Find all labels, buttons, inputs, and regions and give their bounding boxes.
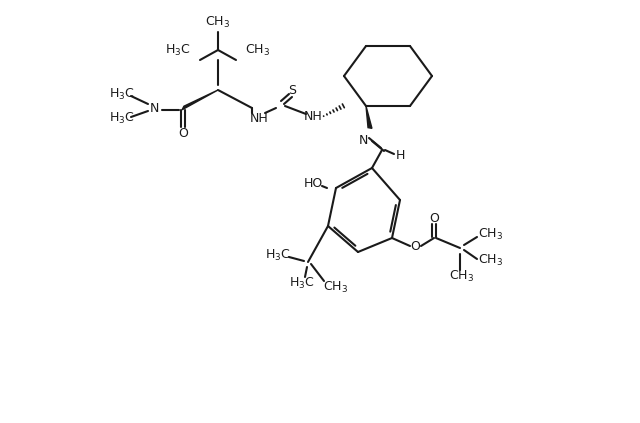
Text: H$_3$C: H$_3$C (289, 275, 315, 291)
Text: N: N (358, 134, 368, 146)
Text: O: O (429, 212, 439, 225)
Text: N: N (149, 102, 159, 115)
Text: H$_3$C: H$_3$C (109, 110, 135, 126)
Text: HO: HO (303, 176, 323, 190)
Polygon shape (182, 90, 218, 110)
Text: CH$_3$: CH$_3$ (449, 269, 475, 283)
Polygon shape (366, 106, 372, 128)
Text: O: O (410, 239, 420, 253)
Text: CH$_3$: CH$_3$ (245, 42, 271, 58)
Text: NH: NH (303, 110, 323, 123)
Text: CH$_3$: CH$_3$ (479, 226, 504, 242)
Text: CH$_3$: CH$_3$ (323, 280, 349, 294)
Text: S: S (288, 83, 296, 96)
Text: H: H (396, 148, 404, 162)
Text: CH$_3$: CH$_3$ (479, 253, 504, 268)
Text: NH: NH (250, 112, 268, 124)
Text: CH$_3$: CH$_3$ (205, 14, 230, 30)
Text: O: O (178, 126, 188, 140)
Text: H$_3$C: H$_3$C (109, 86, 135, 102)
Text: H$_3$C: H$_3$C (165, 42, 191, 58)
Text: H$_3$C: H$_3$C (265, 247, 291, 263)
